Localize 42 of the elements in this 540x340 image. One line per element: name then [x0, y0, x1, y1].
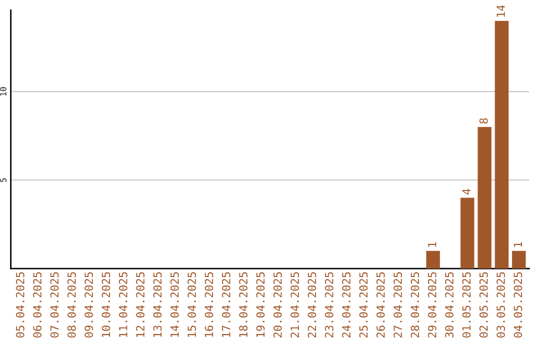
- y-tick-label: 10: [0, 87, 6, 96]
- data-label: 14: [496, 5, 505, 17]
- x-tick-label: 19.04.2025: [256, 272, 265, 337]
- x-tick-label: 02.05.2025: [479, 272, 488, 338]
- x-tick-label: 29.04.2025: [428, 272, 436, 338]
- x-tick-label: 14.04.2025: [170, 272, 179, 337]
- y-tick-label: 5: [0, 178, 6, 182]
- x-tick-label: 17.04.2025: [222, 272, 230, 337]
- x-tick-label: 01.05.2025: [462, 272, 471, 338]
- x-tick-label: 07.04.2025: [50, 272, 59, 338]
- x-tick-label: 08.04.2025: [67, 272, 76, 338]
- x-tick-label: 15.04.2025: [188, 272, 196, 337]
- x-tick-label: 24.04.2025: [342, 272, 350, 338]
- x-tick-label: 25.04.2025: [359, 272, 368, 338]
- x-tick-label: 12.04.2025: [136, 272, 145, 337]
- x-tick-label: 18.04.2025: [239, 272, 248, 337]
- data-label: 8: [479, 118, 488, 124]
- bar: [494, 20, 509, 269]
- x-tick-label: 21.04.2025: [290, 272, 299, 338]
- x-tick-label: 09.04.2025: [84, 272, 94, 338]
- bar: [426, 250, 440, 269]
- x-tick-label: 30.04.2025: [445, 272, 454, 338]
- x-tick-label: 06.04.2025: [33, 272, 42, 338]
- x-tick-label: 03.05.2025: [496, 272, 505, 338]
- bar: [512, 250, 526, 269]
- data-label: 1: [514, 242, 522, 247]
- x-tick-label: 04.05.2025: [514, 272, 522, 338]
- x-tick-label: 27.04.2025: [394, 272, 402, 338]
- x-tick-label: 05.04.2025: [16, 272, 24, 338]
- x-tick-label: 11.04.2025: [118, 272, 128, 337]
- bar: [460, 198, 474, 269]
- x-tick-label: 13.04.2025: [153, 272, 162, 337]
- data-label: 1: [428, 242, 436, 247]
- x-tick-label: 23.04.2025: [324, 272, 334, 338]
- x-tick-label: 26.04.2025: [376, 272, 385, 338]
- x-tick-label: 10.04.2025: [102, 272, 110, 337]
- x-tick-label: 16.04.2025: [204, 272, 214, 337]
- x-tick-label: 22.04.2025: [308, 272, 316, 338]
- data-label: 4: [462, 188, 470, 194]
- bar: [478, 127, 492, 269]
- x-tick-label: 20.04.2025: [273, 272, 282, 338]
- x-tick-label: 28.04.2025: [410, 272, 420, 338]
